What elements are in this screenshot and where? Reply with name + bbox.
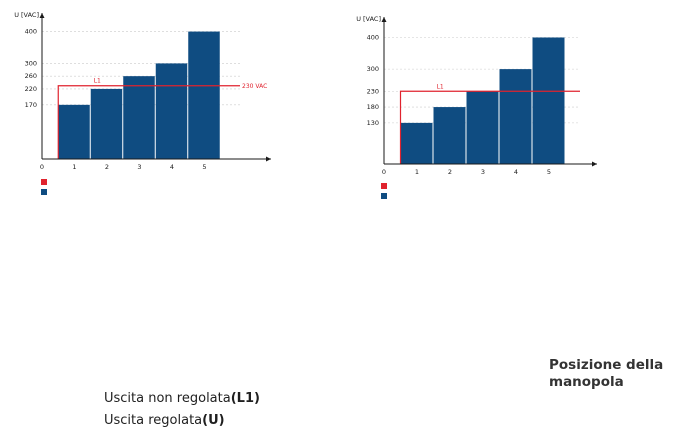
legend-regulated-output: Uscita regolata(U) xyxy=(104,413,225,428)
threshold-line xyxy=(57,85,240,159)
bar xyxy=(188,31,220,160)
y-tick-label: 230 xyxy=(367,87,379,95)
x-axis-arrow xyxy=(592,161,597,167)
legend-regulated-code: (U) xyxy=(202,413,225,428)
bar xyxy=(433,107,466,164)
threshold-value-label: 230 VAC xyxy=(242,83,267,90)
threshold-line xyxy=(399,90,580,164)
x-tick-label: 4 xyxy=(170,163,174,171)
legend-swatch-unregulated xyxy=(381,183,387,189)
chart-left: L1 230 VAC U [VAC] 170 220 260 300 400 0 1 2 3 4 5 xyxy=(14,11,271,171)
chart-right: L1 U [VAC] 130 180 230 300 400 0 1 2 3 4 5 xyxy=(356,15,597,176)
threshold-label: L1 xyxy=(94,78,101,85)
bar xyxy=(466,91,499,164)
x-tick-label: 4 xyxy=(514,168,518,176)
y-tick-label: 400 xyxy=(25,28,37,36)
x-tick-label: 3 xyxy=(481,168,485,176)
legend-unregulated-text: Uscita non regolata xyxy=(104,391,231,406)
threshold-label: L1 xyxy=(437,83,444,90)
y-axis-arrow xyxy=(381,17,387,22)
x-tick-label: 0 xyxy=(40,163,44,171)
x-tick-label: 5 xyxy=(202,163,206,171)
x-tick-label: 2 xyxy=(448,168,452,176)
legend-swatch-regulated xyxy=(41,189,47,195)
y-tick-label: 220 xyxy=(25,85,37,93)
y-tick-label: 130 xyxy=(367,119,379,127)
y-tick-label: 260 xyxy=(25,72,37,80)
y-tick-label: 300 xyxy=(25,59,37,67)
y-axis-arrow xyxy=(39,13,45,18)
bar xyxy=(400,122,433,164)
y-axis-label: U [VAC] xyxy=(14,11,39,19)
x-tick-label: 5 xyxy=(547,168,551,176)
x-tick-label: 1 xyxy=(415,168,419,176)
x-tick-label: 1 xyxy=(72,163,76,171)
y-tick-label: 400 xyxy=(367,33,379,41)
bar xyxy=(155,63,188,159)
y-tick-label: 170 xyxy=(25,101,37,109)
bar xyxy=(532,37,565,164)
knob-position-label: Posizione della manopola xyxy=(549,357,664,390)
legend-swatch-unregulated xyxy=(41,179,47,185)
x-tick-label: 3 xyxy=(137,163,141,171)
legend-unregulated-output: Uscita non regolata(L1) xyxy=(104,391,260,406)
x-tick-label: 2 xyxy=(105,163,109,171)
legend-unregulated-code: (L1) xyxy=(230,391,260,406)
legend-regulated-text: Uscita regolata xyxy=(104,413,203,428)
y-tick-label: 300 xyxy=(367,65,379,73)
y-tick-label: 180 xyxy=(367,103,379,111)
x-tick-label: 0 xyxy=(382,168,386,176)
bar xyxy=(499,69,532,164)
bar xyxy=(90,88,123,159)
y-axis-label: U [VAC] xyxy=(356,15,381,23)
bar xyxy=(58,104,90,159)
x-axis-arrow xyxy=(266,156,271,162)
legend-swatch-regulated xyxy=(381,193,387,199)
bar xyxy=(123,76,155,159)
